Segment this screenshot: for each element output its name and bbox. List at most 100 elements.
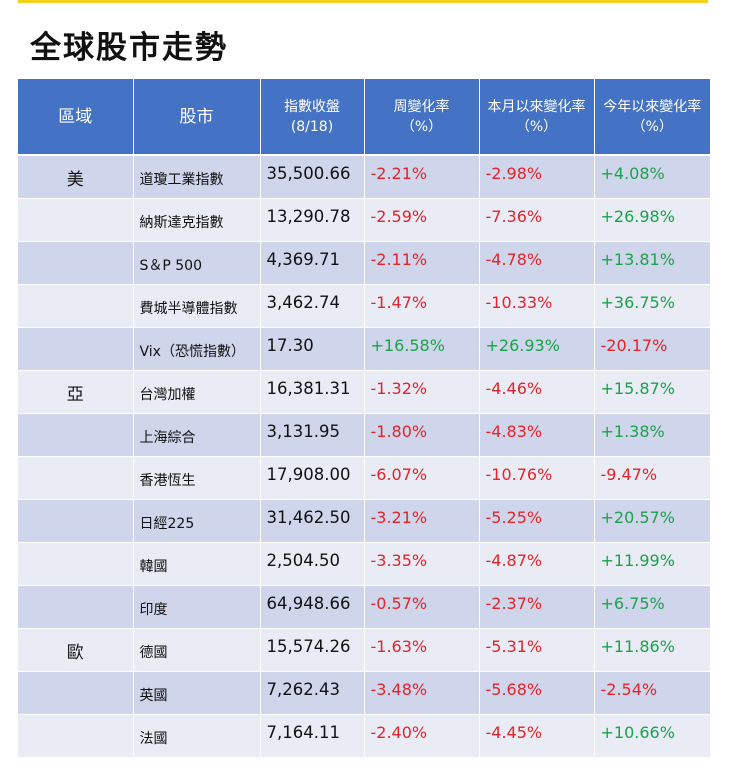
ytd-change-cell: +26.98% [594, 198, 710, 242]
region-cell: 歐 [18, 628, 134, 672]
index-close-cell: 15,574.26 [260, 628, 365, 672]
header-week-change: 周變化率 （%） [364, 79, 480, 156]
week-change-cell: -1.80% [364, 413, 480, 457]
month-change-cell: -4.83% [479, 413, 595, 457]
index-close-cell: 7,164.11 [260, 714, 365, 758]
month-change-cell: -7.36% [479, 198, 595, 242]
header-close: 指數收盤 (8/18) [260, 79, 365, 156]
table-row: 日經225 31,462.50 -3.21% -5.25% +20.57% [18, 499, 710, 543]
table-row: 上海綜合 3,131.95 -1.80% -4.83% +1.38% [18, 413, 710, 457]
region-cell: 美 [18, 155, 134, 199]
month-change-cell: -5.25% [479, 499, 595, 543]
index-close-cell: 7,262.43 [260, 671, 365, 715]
index-close-cell: 3,462.74 [260, 284, 365, 328]
region-cell: 亞 [18, 370, 134, 414]
ytd-change-cell: +13.81% [594, 241, 710, 285]
region-cell [18, 542, 134, 586]
index-close-cell: 16,381.31 [260, 370, 365, 414]
week-change-cell: -0.57% [364, 585, 480, 629]
stock-name-cell: 日經225 [133, 499, 261, 543]
header-week-label: 周變化率 [393, 98, 450, 115]
ytd-change-cell: +11.99% [594, 542, 710, 586]
week-change-cell: -3.35% [364, 542, 480, 586]
table-header-row: 區域 股市 指數收盤 (8/18) 周變化率 （%） 本月以來變化率 （%） 今… [18, 79, 710, 156]
header-stock: 股市 [133, 79, 261, 156]
ytd-change-cell: +20.57% [594, 499, 710, 543]
month-change-cell: -2.98% [479, 155, 595, 199]
week-change-cell: -3.21% [364, 499, 480, 543]
region-cell [18, 198, 134, 242]
week-change-cell: -6.07% [364, 456, 480, 500]
header-region: 區域 [18, 79, 134, 156]
table-body: 美道瓊工業指數 35,500.66 -2.21% -2.98% +4.08% 納斯達克指數… [18, 155, 710, 758]
region-cell [18, 413, 134, 457]
index-close-cell: 17.30 [260, 327, 365, 371]
region-cell [18, 456, 134, 500]
region-cell [18, 585, 134, 629]
table-row: 法國 7,164.11 -2.40% -4.45% +10.66% [18, 714, 710, 758]
index-close-cell: 64,948.66 [260, 585, 365, 629]
month-change-cell: -5.68% [479, 671, 595, 715]
table-row: 印度 64,948.66 -0.57% -2.37% +6.75% [18, 585, 710, 629]
ytd-change-cell: +15.87% [594, 370, 710, 414]
stock-name-cell: 費城半導體指數 [133, 284, 261, 328]
market-table: 區域 股市 指數收盤 (8/18) 周變化率 （%） 本月以來變化率 （%） 今… [18, 79, 710, 758]
week-change-cell: -1.32% [364, 370, 480, 414]
month-change-cell: +26.93% [479, 327, 595, 371]
stock-name-cell: 法國 [133, 714, 261, 758]
month-change-cell: -4.45% [479, 714, 595, 758]
index-close-cell: 35,500.66 [260, 155, 365, 199]
header-close-date: (8/18) [290, 118, 334, 135]
stock-name-cell: 上海綜合 [133, 413, 261, 457]
index-close-cell: 31,462.50 [260, 499, 365, 543]
week-change-cell: +16.58% [364, 327, 480, 371]
ytd-change-cell: -2.54% [594, 671, 710, 715]
month-change-cell: -2.37% [479, 585, 595, 629]
header-ytd-change: 今年以來變化率 （%） [594, 79, 710, 156]
table-row: 亞台灣加權 16,381.31 -1.32% -4.46% +15.87% [18, 370, 710, 414]
header-close-label: 指數收盤 [284, 98, 340, 115]
week-change-cell: -1.63% [364, 628, 480, 672]
week-change-cell: -2.21% [364, 155, 480, 199]
stock-name-cell: 英國 [133, 671, 261, 715]
table-row: 韓國 2,504.50 -3.35% -4.87% +11.99% [18, 542, 710, 586]
ytd-change-cell: +10.66% [594, 714, 710, 758]
region-cell [18, 714, 134, 758]
table-row: S＆P 500 4,369.71 -2.11% -4.78% +13.81% [18, 241, 710, 285]
stock-name-cell: 納斯達克指數 [133, 198, 261, 242]
index-close-cell: 4,369.71 [260, 241, 365, 285]
index-close-cell: 17,908.00 [260, 456, 365, 500]
index-close-cell: 13,290.78 [260, 198, 365, 242]
month-change-cell: -4.87% [479, 542, 595, 586]
week-change-cell: -2.11% [364, 241, 480, 285]
stock-name-cell: 道瓊工業指數 [133, 155, 261, 199]
header-month-unit: （%） [515, 118, 558, 135]
month-change-cell: -10.33% [479, 284, 595, 328]
header-month-label: 本月以來變化率 [487, 98, 586, 115]
ytd-change-cell: +11.86% [594, 628, 710, 672]
ytd-change-cell: +4.08% [594, 155, 710, 199]
month-change-cell: -4.46% [479, 370, 595, 414]
region-cell [18, 241, 134, 285]
stock-name-cell: Vix（恐慌指數） [133, 327, 261, 371]
table-row: 香港恆生 17,908.00 -6.07% -10.76% -9.47% [18, 456, 710, 500]
table-row: 納斯達克指數 13,290.78 -2.59% -7.36% +26.98% [18, 198, 710, 242]
ytd-change-cell: +6.75% [594, 585, 710, 629]
stock-name-cell: 台灣加權 [133, 370, 261, 414]
week-change-cell: -3.48% [364, 671, 480, 715]
ytd-change-cell: +36.75% [594, 284, 710, 328]
month-change-cell: -10.76% [479, 456, 595, 500]
stock-name-cell: 韓國 [133, 542, 261, 586]
region-cell [18, 284, 134, 328]
table-row: 美道瓊工業指數 35,500.66 -2.21% -2.98% +4.08% [18, 155, 710, 199]
week-change-cell: -2.40% [364, 714, 480, 758]
header-month-change: 本月以來變化率 （%） [479, 79, 595, 156]
month-change-cell: -4.78% [479, 241, 595, 285]
top-accent-line [18, 0, 708, 3]
region-cell [18, 327, 134, 371]
region-cell [18, 499, 134, 543]
stock-name-cell: 德國 [133, 628, 261, 672]
stock-name-cell: 香港恆生 [133, 456, 261, 500]
table-row: 歐德國 15,574.26 -1.63% -5.31% +11.86% [18, 628, 710, 672]
ytd-change-cell: -20.17% [594, 327, 710, 371]
